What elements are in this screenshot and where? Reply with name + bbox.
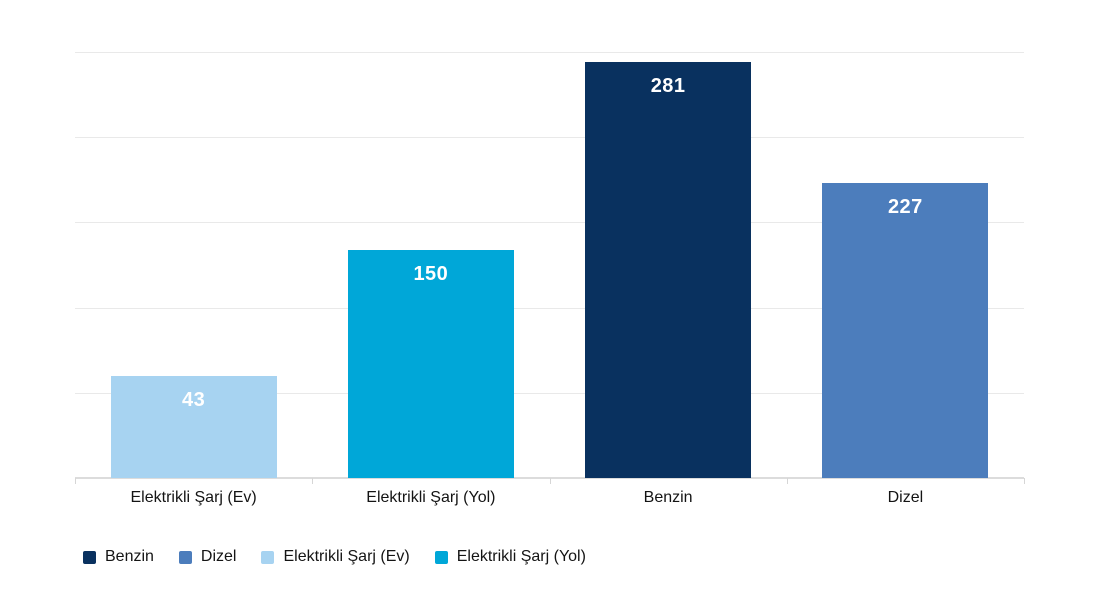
bar-value-label: 281 <box>650 75 686 97</box>
bar: 43 <box>110 376 277 478</box>
x-axis-label: Elektrikli Şarj (Yol) <box>366 489 496 506</box>
bar: 281 <box>585 62 752 478</box>
gridline <box>75 392 1024 394</box>
legend-swatch <box>434 550 448 564</box>
gridline <box>75 52 1024 53</box>
x-axis-label: Dizel <box>887 489 924 506</box>
bar: 150 <box>347 250 514 478</box>
gridline <box>75 307 1024 309</box>
x-axis-label: Benzin <box>643 489 693 506</box>
legend-label: Elektrikli Şarj (Yol) <box>456 548 586 565</box>
legend-label: Dizel <box>200 548 237 565</box>
bar-value-label: 43 <box>182 389 206 411</box>
legend-swatch <box>83 550 96 564</box>
legend-item: Elektrikli Şarj (Ev) <box>261 548 410 566</box>
legend-item: Elektrikli Şarj (Yol) <box>434 548 586 566</box>
axis-tick <box>786 478 788 484</box>
axis-tick <box>1024 478 1025 484</box>
x-axis-label: Elektrikli Şarj (Ev) <box>130 489 257 506</box>
legend-item: Dizel <box>178 548 237 566</box>
chart-legend: Benzin Dizel Elektrikli Şarj (Ev) Elektrikl… <box>83 548 586 566</box>
legend-swatch <box>261 550 275 564</box>
gridline <box>75 137 1024 139</box>
bar-value-label: 227 <box>887 196 923 218</box>
legend-label: Benzin <box>105 548 154 565</box>
legend-item: Benzin <box>83 548 154 566</box>
axis-tick <box>312 478 314 484</box>
axis-tick <box>549 478 551 484</box>
legend-swatch <box>178 550 192 564</box>
bar: 227 <box>822 183 989 478</box>
bar-value-label: 150 <box>413 263 449 285</box>
legend-label: Elektrikli Şarj (Ev) <box>283 548 410 565</box>
gridline <box>75 222 1024 224</box>
axis-tick <box>75 478 76 484</box>
